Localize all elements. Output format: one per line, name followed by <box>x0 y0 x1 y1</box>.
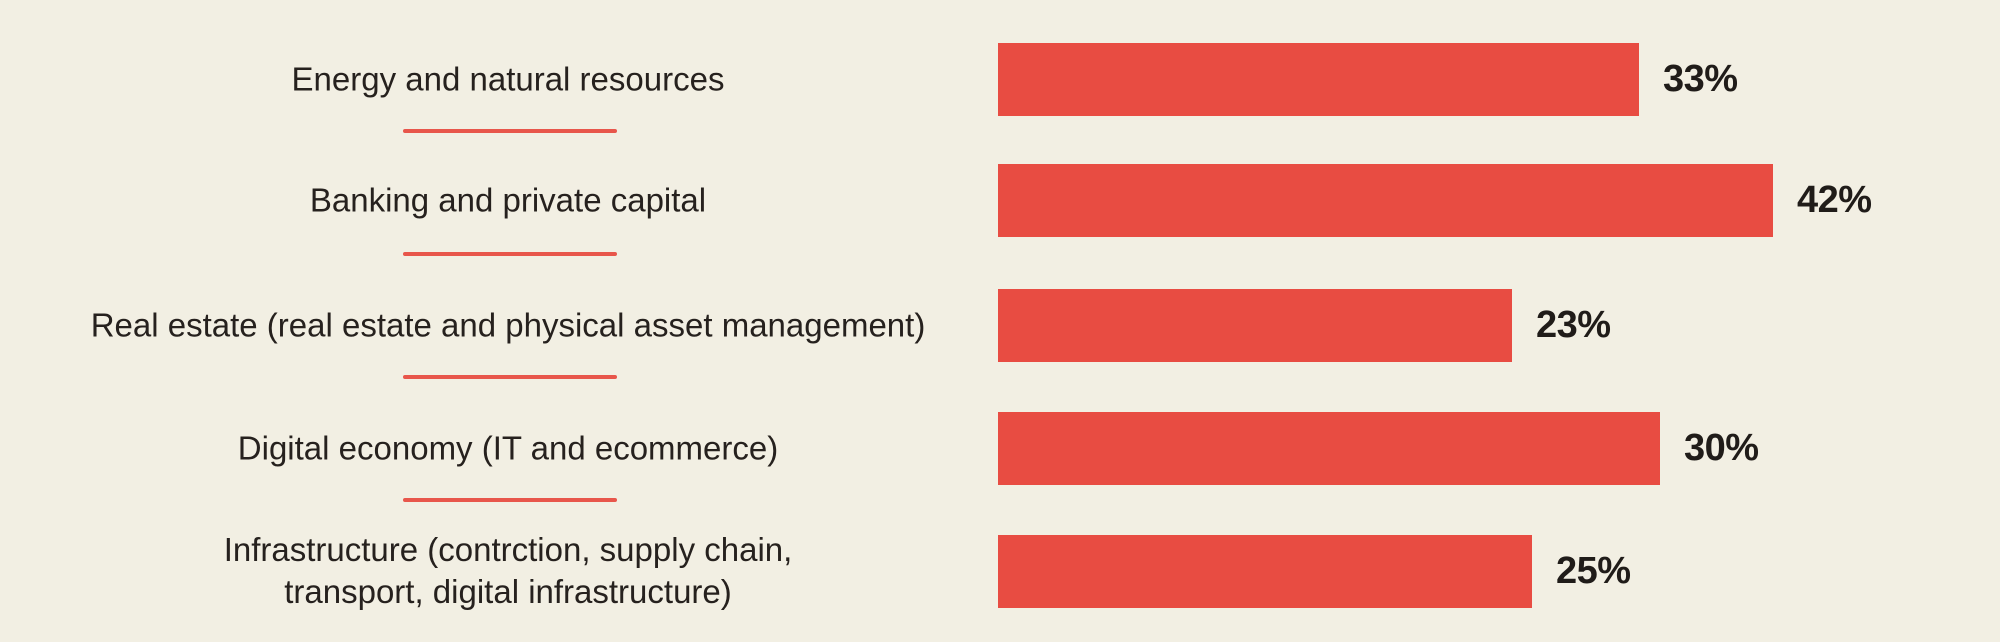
divider-line <box>403 375 617 379</box>
divider-line <box>403 498 617 502</box>
value-label: 23% <box>1536 304 1611 346</box>
divider-line <box>403 129 617 133</box>
value-label: 30% <box>1684 427 1759 469</box>
bar <box>998 289 1512 362</box>
category-label: Digital economy (IT and ecommerce) <box>237 429 779 467</box>
bar <box>998 412 1660 485</box>
value-label: 33% <box>1663 58 1738 100</box>
category-label: Real estate (real estate and physical as… <box>90 306 926 344</box>
category-label: Energy and natural resources <box>291 60 725 98</box>
category-label: Banking and private capital <box>309 181 707 219</box>
bar <box>998 535 1532 608</box>
bar <box>998 43 1639 116</box>
value-label: 42% <box>1797 179 1872 221</box>
value-label: 25% <box>1556 550 1631 592</box>
divider-line <box>403 252 617 256</box>
category-label: Infrastructure (contrction, supply chain… <box>223 530 793 611</box>
bar <box>998 164 1773 237</box>
